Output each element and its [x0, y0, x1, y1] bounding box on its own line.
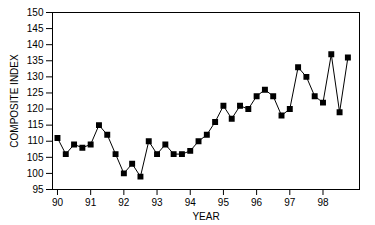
- svg-text:120: 120: [27, 103, 44, 114]
- svg-text:93: 93: [151, 197, 163, 208]
- svg-text:96: 96: [251, 197, 263, 208]
- svg-text:94: 94: [185, 197, 197, 208]
- svg-text:95: 95: [218, 197, 230, 208]
- svg-text:95: 95: [32, 184, 44, 195]
- svg-text:100: 100: [27, 168, 44, 179]
- svg-text:115: 115: [28, 119, 44, 130]
- svg-text:130: 130: [27, 71, 44, 82]
- svg-text:135: 135: [27, 55, 44, 66]
- svg-text:COMPOSITE INDEX: COMPOSITE INDEX: [9, 54, 20, 148]
- svg-text:98: 98: [317, 197, 329, 208]
- svg-text:97: 97: [284, 197, 296, 208]
- svg-text:90: 90: [52, 197, 64, 208]
- svg-text:92: 92: [118, 197, 130, 208]
- svg-text:91: 91: [85, 197, 97, 208]
- svg-text:110: 110: [28, 135, 44, 146]
- svg-text:145: 145: [27, 23, 44, 34]
- svg-text:125: 125: [27, 87, 44, 98]
- svg-text:105: 105: [27, 152, 44, 163]
- svg-text:150: 150: [27, 7, 44, 18]
- svg-text:140: 140: [27, 39, 44, 50]
- svg-text:YEAR: YEAR: [192, 211, 219, 222]
